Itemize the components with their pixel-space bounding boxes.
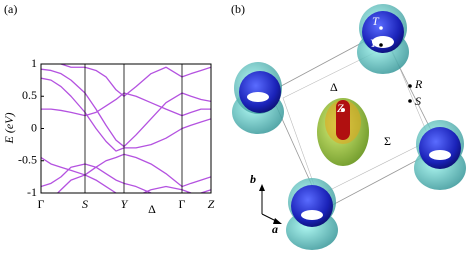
panel-label: (b) [231,2,245,16]
point-label: R [414,77,423,91]
point-label: S [415,94,421,108]
pocket [357,4,409,74]
pocket [286,178,338,250]
band-line [41,68,211,148]
axis-label: b [250,172,256,186]
point-label: Y [370,36,378,50]
y-tick-label: 0.5 [22,88,37,102]
y-tick-label: -1 [27,185,37,199]
band-line [41,77,211,152]
plot-area [41,64,211,193]
panel-label: (a) [4,2,17,16]
x-tick-label: Y [121,197,129,211]
pocket [414,120,466,190]
x-tick-label: Γ [38,197,45,211]
x-tick-label: Γ [179,197,186,211]
x-tick-label: S [82,197,88,211]
band-line [56,174,194,193]
point [379,43,383,47]
point [408,99,412,103]
point-label: Δ [330,80,338,94]
lines [41,64,211,193]
fermi-surface: (b) T Y R S Δ Z Σ b a [231,2,466,250]
annotation: Δ [148,202,156,216]
axis-label: a [272,222,278,236]
band-line [41,92,211,117]
band-line [41,153,211,188]
point [379,26,383,30]
point-label: Z [337,101,344,115]
center-pocket [317,98,369,166]
x-tick-label: Z [208,197,215,211]
point-label: Σ [384,134,391,148]
point-label: T [372,14,380,28]
y-axis-label: E (eV) [2,113,16,145]
band-line [41,163,211,193]
point [408,84,412,88]
band-line [58,64,211,97]
arrow-head [259,184,265,191]
y-tick-label: 1 [31,56,37,70]
plot-frame [40,63,212,194]
y-tick-label: 0 [31,120,37,134]
arrow-head [273,218,282,224]
pocket [232,62,284,134]
y-tick-label: -0.5 [18,153,37,167]
